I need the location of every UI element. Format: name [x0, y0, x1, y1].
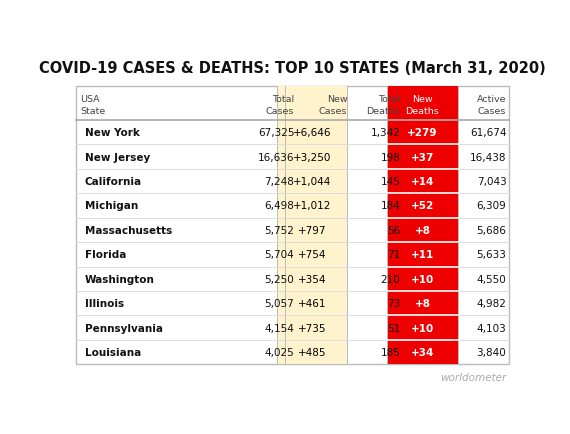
Text: 5,752: 5,752	[264, 225, 294, 235]
Bar	[276, 291, 347, 316]
Text: New Jersey: New Jersey	[84, 152, 150, 162]
Text: New York: New York	[84, 128, 140, 138]
Text: +52: +52	[411, 201, 434, 211]
Text: 71: 71	[387, 250, 400, 260]
Text: 5,057: 5,057	[264, 299, 294, 309]
Text: Active: Active	[477, 95, 506, 103]
Text: +735: +735	[298, 323, 326, 333]
Text: 16,636: 16,636	[258, 152, 294, 162]
Text: +354: +354	[298, 274, 326, 284]
Text: +3,250: +3,250	[293, 152, 331, 162]
Text: State: State	[80, 107, 105, 115]
Bar	[387, 87, 458, 121]
Text: 210: 210	[381, 274, 400, 284]
Bar	[387, 194, 458, 218]
Text: USA: USA	[80, 95, 100, 103]
Text: Michigan: Michigan	[84, 201, 138, 211]
Bar	[276, 267, 347, 291]
Text: 4,154: 4,154	[264, 323, 294, 333]
Text: +6,646: +6,646	[293, 128, 331, 138]
Text: 145: 145	[381, 177, 400, 187]
Bar	[276, 169, 347, 194]
Text: 5,704: 5,704	[264, 250, 294, 260]
Text: +34: +34	[411, 347, 434, 357]
Text: +8: +8	[414, 225, 430, 235]
Text: 185: 185	[381, 347, 400, 357]
Text: Cases: Cases	[478, 107, 506, 115]
Text: Cases: Cases	[266, 107, 294, 115]
Bar	[76, 87, 508, 365]
Text: 5,250: 5,250	[264, 274, 294, 284]
Bar	[276, 218, 347, 243]
Text: 67,325: 67,325	[258, 128, 294, 138]
Bar	[276, 87, 347, 121]
Text: Total: Total	[272, 95, 294, 103]
Text: 4,982: 4,982	[477, 299, 506, 309]
Text: 4,550: 4,550	[477, 274, 506, 284]
Text: Deaths: Deaths	[406, 107, 439, 115]
Text: Louisiana: Louisiana	[84, 347, 141, 357]
Bar	[387, 121, 458, 145]
Text: 198: 198	[381, 152, 400, 162]
Bar	[387, 267, 458, 291]
Text: New: New	[327, 95, 347, 103]
Text: 61,674: 61,674	[470, 128, 506, 138]
Bar	[276, 340, 347, 365]
Text: +797: +797	[298, 225, 326, 235]
Text: COVID-19 CASES & DEATHS: TOP 10 STATES (March 31, 2020): COVID-19 CASES & DEATHS: TOP 10 STATES (…	[39, 60, 545, 76]
Text: California: California	[84, 177, 141, 187]
Text: +37: +37	[411, 152, 434, 162]
Text: 3,840: 3,840	[477, 347, 506, 357]
Text: Illinois: Illinois	[84, 299, 124, 309]
Text: +14: +14	[411, 177, 434, 187]
Text: 4,103: 4,103	[477, 323, 506, 333]
Text: 56: 56	[387, 225, 400, 235]
Text: 184: 184	[381, 201, 400, 211]
Text: +8: +8	[414, 299, 430, 309]
Bar	[387, 243, 458, 267]
Bar	[387, 291, 458, 316]
Text: 1,342: 1,342	[370, 128, 400, 138]
Text: Pennsylvania: Pennsylvania	[84, 323, 162, 333]
Text: +279: +279	[407, 128, 438, 138]
Text: 7,043: 7,043	[477, 177, 506, 187]
Bar	[387, 218, 458, 243]
Text: New: New	[412, 95, 433, 103]
Text: +461: +461	[298, 299, 326, 309]
Bar	[276, 194, 347, 218]
Bar	[276, 121, 347, 145]
Bar	[387, 169, 458, 194]
Text: worldometer: worldometer	[440, 372, 506, 382]
Text: +1,012: +1,012	[293, 201, 331, 211]
Text: +10: +10	[411, 274, 434, 284]
Text: +1,044: +1,044	[293, 177, 331, 187]
Text: 51: 51	[387, 323, 400, 333]
Text: 6,309: 6,309	[477, 201, 506, 211]
Text: Washington: Washington	[84, 274, 154, 284]
Text: +10: +10	[411, 323, 434, 333]
Text: 4,025: 4,025	[264, 347, 294, 357]
Bar	[387, 340, 458, 365]
Text: 16,438: 16,438	[470, 152, 506, 162]
Bar	[276, 145, 347, 169]
Bar	[387, 316, 458, 340]
Text: 7,248: 7,248	[264, 177, 294, 187]
Text: 5,686: 5,686	[477, 225, 506, 235]
Text: Massachusetts: Massachusetts	[84, 225, 172, 235]
Bar	[276, 316, 347, 340]
Bar	[387, 145, 458, 169]
Bar	[276, 243, 347, 267]
Text: +754: +754	[298, 250, 326, 260]
Text: Total: Total	[378, 95, 400, 103]
Text: 5,633: 5,633	[477, 250, 506, 260]
Text: +485: +485	[298, 347, 326, 357]
Text: +11: +11	[411, 250, 434, 260]
Text: Deaths: Deaths	[367, 107, 400, 115]
Text: 6,498: 6,498	[264, 201, 294, 211]
Text: Cases: Cases	[319, 107, 347, 115]
Text: 73: 73	[387, 299, 400, 309]
Text: Florida: Florida	[84, 250, 126, 260]
